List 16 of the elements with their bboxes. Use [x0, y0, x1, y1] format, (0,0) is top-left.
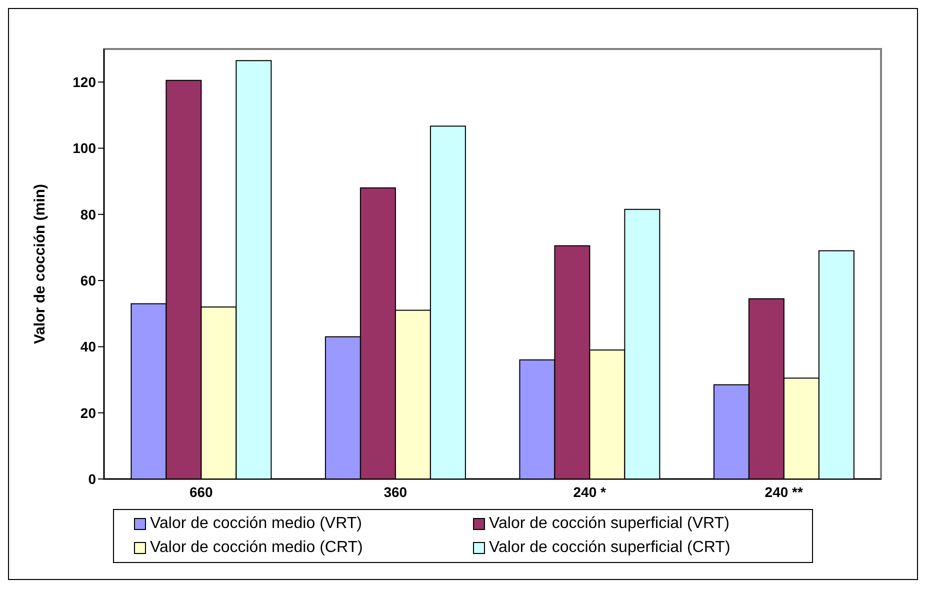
- y-tick-label: 0: [88, 470, 96, 487]
- legend-label: Valor de cocción medio (VRT): [150, 515, 362, 533]
- y-tick-label: 60: [80, 272, 96, 289]
- legend-label: Valor de cocción superficial (VRT): [489, 515, 730, 533]
- x-tick-label: 660: [189, 484, 214, 500]
- legend-label: Valor de cocción superficial (CRT): [489, 539, 730, 557]
- y-tick-label: 120: [72, 74, 96, 90]
- y-tick-label: 40: [80, 338, 96, 355]
- x-tick-label: 360: [384, 484, 408, 500]
- x-tick-label: 240 **: [764, 484, 804, 500]
- legend-label: Valor de cocción medio (CRT): [150, 539, 363, 557]
- y-axis-title: Valor de cocción (min): [31, 184, 48, 344]
- y-tick-label: 80: [80, 206, 96, 222]
- y-tick-label: 100: [72, 140, 96, 156]
- x-tick-label: 240 *: [573, 484, 607, 500]
- y-tick-label: 20: [80, 404, 96, 421]
